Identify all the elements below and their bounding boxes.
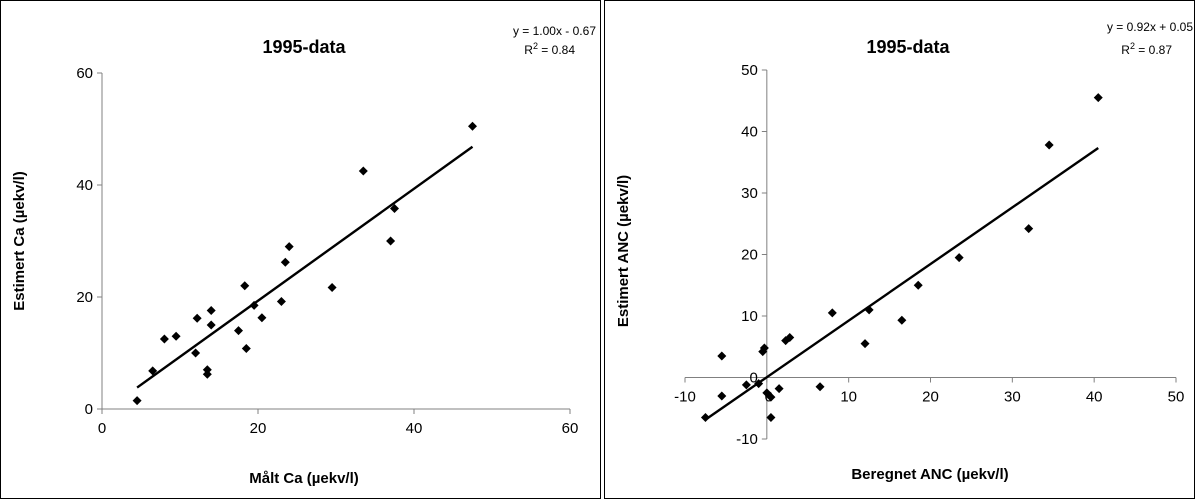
x-axis-title: Målt Ca (µekv/l): [249, 470, 359, 487]
data-point: [132, 396, 142, 406]
data-point: [159, 334, 169, 344]
data-point: [390, 204, 399, 214]
y-tick-label: 30: [741, 185, 758, 202]
data-point: [1024, 224, 1034, 234]
x-tick-label: 40: [406, 420, 423, 437]
data-point: [774, 384, 784, 394]
data-point: [741, 380, 751, 390]
data-point: [785, 333, 795, 343]
data-point: [758, 347, 768, 357]
data-point: [1093, 93, 1103, 103]
y-tick-label: 10: [741, 308, 758, 325]
data-point: [206, 320, 216, 330]
data-point: [234, 326, 243, 336]
chart-title: 1995-data: [262, 37, 346, 57]
r-squared-label: R2 = 0.87: [1121, 41, 1172, 57]
data-point: [249, 300, 259, 310]
data-point: [241, 344, 251, 354]
data-point: [171, 331, 181, 341]
data-point: [864, 305, 874, 315]
x-tick-label: 40: [1086, 389, 1103, 406]
data-point: [815, 382, 825, 392]
x-tick-label: 60: [562, 420, 579, 437]
data-point: [280, 257, 290, 267]
r2-superscript: 2: [1130, 41, 1135, 51]
y-tick-label: 40: [76, 177, 93, 194]
data-point: [386, 236, 396, 246]
y-tick-label: 0: [85, 401, 93, 418]
data-point: [754, 379, 764, 389]
data-point: [827, 308, 837, 318]
data-point: [327, 282, 337, 292]
data-point: [358, 166, 368, 176]
x-tick-label: 50: [1168, 389, 1185, 406]
r2-symbol: R: [1121, 43, 1130, 57]
r2-value: = 0.87: [1135, 43, 1172, 57]
trendline-equation: y = 0.92x + 0.05: [1107, 20, 1193, 34]
data-point: [913, 280, 923, 290]
y-tick-label: 20: [741, 247, 758, 264]
chart-panel-right: -1001020304050-10010203040501995-dataBer…: [604, 0, 1195, 499]
x-tick-label: 10: [840, 389, 857, 406]
data-point: [148, 366, 158, 376]
x-tick-label: 0: [98, 420, 106, 437]
trendline: [704, 147, 1099, 421]
data-point: [240, 281, 250, 291]
trendline-equation: y = 1.00x - 0.67: [513, 24, 596, 38]
y-tick-label: 50: [741, 62, 758, 79]
y-tick-label: 0: [749, 370, 757, 387]
chart-panel-left: 0 20 40 60 0 20 40 60 1995-data Målt Ca (µekv/l) E…: [0, 0, 601, 499]
data-point: [860, 339, 870, 349]
y-axis-title: Estimert ANC (µekv/l): [615, 175, 632, 327]
data-point: [954, 253, 964, 263]
trendline: [136, 145, 474, 389]
data-point: [717, 391, 727, 401]
data-point: [897, 315, 907, 325]
y-tick-label: 40: [741, 124, 758, 141]
data-point: [468, 121, 477, 131]
data-point: [206, 305, 216, 315]
y-axis-title: Estimert Ca (µekv/l): [11, 171, 28, 311]
data-point: [1044, 140, 1054, 150]
scatter-chart-right: -1001020304050-10010203040501995-dataBer…: [615, 20, 1193, 483]
y-tick-label: 60: [76, 65, 93, 82]
chart-title: 1995-data: [866, 37, 950, 57]
data-point: [759, 343, 769, 353]
x-tick-label: -10: [674, 389, 696, 406]
x-axis-title: Beregnet ANC (µekv/l): [851, 466, 1008, 483]
data-point: [276, 296, 286, 306]
scatter-chart-left: 0 20 40 60 0 20 40 60 1995-data Målt Ca (µekv/l) E…: [11, 24, 596, 487]
r2-value: = 0.84: [538, 43, 575, 57]
data-point: [191, 348, 201, 358]
x-tick-label: 20: [922, 389, 939, 406]
x-tick-label: 20: [250, 420, 267, 437]
data-point: [766, 412, 776, 422]
r2-superscript: 2: [533, 41, 538, 51]
data-point: [781, 336, 791, 346]
x-tick-label: 30: [1004, 389, 1021, 406]
data-point: [202, 365, 212, 375]
data-point: [717, 351, 727, 361]
r-squared-label: R2 = 0.84: [524, 41, 575, 57]
data-point: [766, 392, 776, 402]
y-tick-label: -10: [736, 431, 758, 448]
data-point: [257, 313, 267, 323]
data-point: [284, 242, 294, 252]
data-point: [700, 412, 710, 422]
data-point: [192, 313, 202, 323]
y-tick-label: 20: [76, 289, 93, 306]
r2-symbol: R: [524, 43, 533, 57]
